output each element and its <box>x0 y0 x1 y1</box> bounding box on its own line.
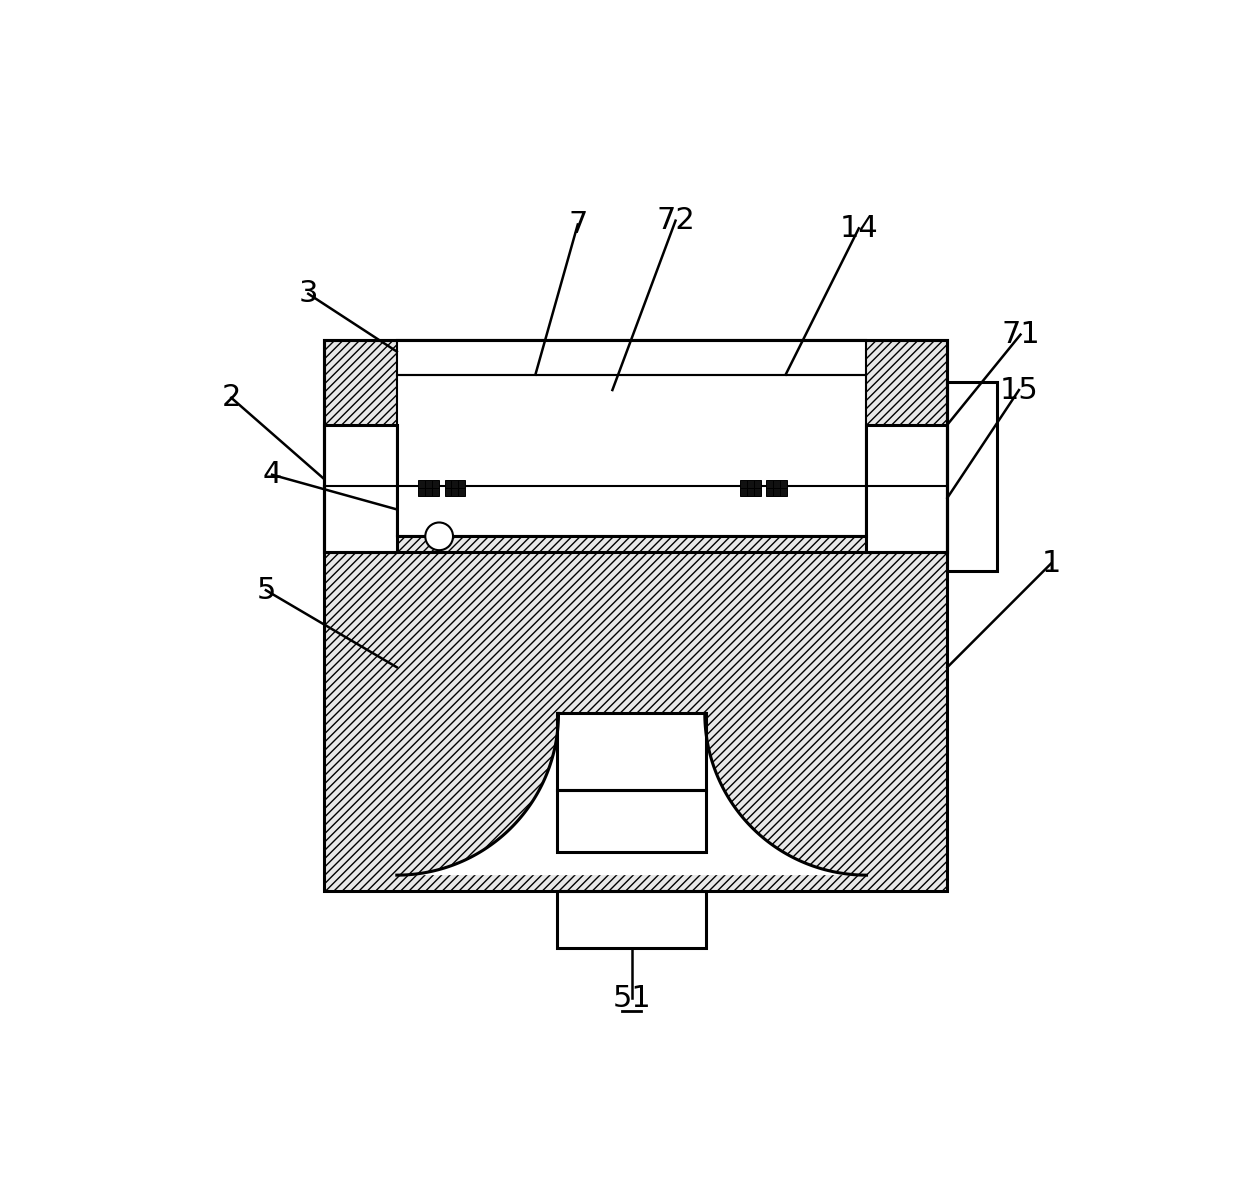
Bar <box>433 480 439 488</box>
Bar <box>444 488 451 496</box>
Bar <box>425 480 433 488</box>
Bar <box>748 488 754 496</box>
Bar <box>324 340 947 891</box>
Bar <box>947 382 997 571</box>
Text: 71: 71 <box>1001 320 1040 350</box>
Text: 5: 5 <box>257 576 275 604</box>
Bar <box>433 488 439 496</box>
Bar <box>557 790 707 852</box>
Text: 14: 14 <box>839 214 878 243</box>
Polygon shape <box>397 713 867 875</box>
Text: 4: 4 <box>263 460 281 490</box>
Bar <box>324 425 397 552</box>
Bar <box>947 382 997 571</box>
Text: 1: 1 <box>1042 548 1061 578</box>
Bar <box>425 488 433 496</box>
Bar <box>557 713 707 790</box>
Text: 51: 51 <box>613 984 651 1013</box>
Text: 72: 72 <box>656 206 694 235</box>
Bar <box>867 425 947 552</box>
Bar <box>754 480 761 488</box>
Bar <box>557 891 707 948</box>
Bar <box>740 488 748 496</box>
Bar <box>557 790 707 852</box>
Circle shape <box>425 522 453 551</box>
Bar <box>740 480 748 488</box>
Bar <box>766 488 774 496</box>
Bar <box>397 340 867 375</box>
Bar <box>774 488 780 496</box>
Bar <box>867 425 947 552</box>
Bar <box>451 488 459 496</box>
Text: 7: 7 <box>568 209 588 239</box>
Bar <box>324 340 947 891</box>
Bar <box>459 480 465 488</box>
Bar <box>397 375 867 536</box>
Bar <box>774 480 780 488</box>
Bar <box>766 480 774 488</box>
Bar <box>754 488 761 496</box>
Bar <box>780 480 787 488</box>
Bar <box>748 480 754 488</box>
Bar <box>418 488 425 496</box>
Bar <box>418 480 425 488</box>
Text: 15: 15 <box>999 376 1038 405</box>
Bar <box>397 340 867 375</box>
Bar <box>557 713 707 790</box>
Bar <box>324 340 947 552</box>
Bar <box>451 480 459 488</box>
Bar <box>557 891 707 948</box>
Text: 2: 2 <box>222 383 241 412</box>
Bar <box>397 375 867 536</box>
Bar <box>444 480 451 488</box>
Bar <box>324 425 397 552</box>
Bar <box>780 488 787 496</box>
Text: 3: 3 <box>299 279 317 309</box>
Bar <box>459 488 465 496</box>
